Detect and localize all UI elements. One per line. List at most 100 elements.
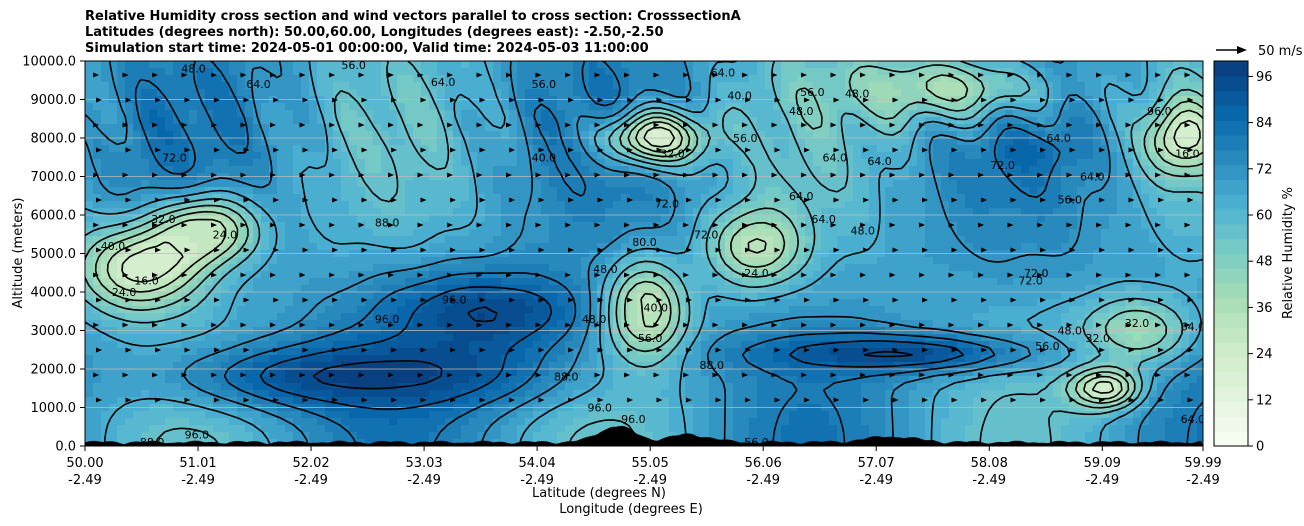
humidity-cell [269, 117, 278, 125]
humidity-cell [981, 82, 990, 90]
humidity-cell [277, 306, 286, 314]
humidity-cell [317, 187, 326, 195]
humidity-cell [589, 257, 598, 265]
humidity-cell [677, 257, 686, 265]
humidity-cell [189, 138, 198, 146]
humidity-cell [597, 180, 606, 188]
humidity-cell [613, 166, 622, 174]
humidity-cell [885, 75, 894, 83]
humidity-cell [1125, 187, 1134, 195]
humidity-cell [965, 75, 974, 83]
humidity-cell [965, 222, 974, 230]
humidity-cell [733, 131, 742, 139]
humidity-cell [1173, 278, 1182, 286]
humidity-cell [1029, 236, 1038, 244]
humidity-cell [941, 285, 950, 293]
humidity-cell [173, 222, 182, 230]
humidity-cell [381, 194, 390, 202]
humidity-cell [669, 264, 678, 272]
humidity-cell [781, 82, 790, 90]
humidity-cell [949, 299, 958, 307]
humidity-cell [1045, 215, 1054, 223]
humidity-cell [549, 201, 558, 209]
humidity-cell [165, 222, 174, 230]
humidity-cell [621, 236, 630, 244]
humidity-cell [445, 117, 454, 125]
humidity-cell [341, 299, 350, 307]
humidity-cell [237, 131, 246, 139]
humidity-cell [613, 271, 622, 279]
humidity-cell [437, 222, 446, 230]
humidity-cell [845, 131, 854, 139]
humidity-cell [301, 299, 310, 307]
humidity-cell [101, 61, 110, 69]
humidity-cell [173, 103, 182, 111]
humidity-cell [965, 271, 974, 279]
humidity-cell [1197, 201, 1203, 209]
humidity-cell [557, 292, 566, 300]
humidity-cell [661, 306, 670, 314]
humidity-cell [1069, 222, 1078, 230]
humidity-cell [981, 110, 990, 118]
humidity-cell [749, 138, 758, 146]
humidity-cell [885, 292, 894, 300]
humidity-cell [573, 187, 582, 195]
humidity-cell [277, 299, 286, 307]
humidity-cell [381, 61, 390, 69]
humidity-cell [1189, 292, 1198, 300]
humidity-cell [325, 187, 334, 195]
humidity-cell [989, 145, 998, 153]
humidity-cell [981, 159, 990, 167]
humidity-cell [117, 299, 126, 307]
humidity-cell [685, 194, 694, 202]
humidity-cell [141, 264, 150, 272]
humidity-cell [1069, 103, 1078, 111]
humidity-cell [245, 271, 254, 279]
humidity-cell [885, 159, 894, 167]
humidity-cell [549, 89, 558, 97]
humidity-cell [557, 264, 566, 272]
humidity-cell [781, 166, 790, 174]
humidity-cell [749, 271, 758, 279]
humidity-cell [397, 159, 406, 167]
humidity-cell [325, 166, 334, 174]
humidity-cell [157, 264, 166, 272]
humidity-cell [565, 306, 574, 314]
humidity-cell [237, 264, 246, 272]
humidity-cell [557, 306, 566, 314]
humidity-cell [605, 236, 614, 244]
humidity-cell [925, 117, 934, 125]
humidity-cell [765, 68, 774, 76]
humidity-cell [741, 299, 750, 307]
humidity-cell [749, 75, 758, 83]
humidity-cell [1109, 89, 1118, 97]
humidity-cell [517, 131, 526, 139]
humidity-cell [421, 75, 430, 83]
humidity-cell [117, 117, 126, 125]
humidity-cell [597, 278, 606, 286]
humidity-cell [1077, 68, 1086, 76]
humidity-cell [381, 166, 390, 174]
humidity-cell [1053, 152, 1062, 160]
humidity-cell [1005, 285, 1014, 293]
humidity-cell [1037, 257, 1046, 265]
humidity-cell [573, 131, 582, 139]
humidity-cell [1133, 180, 1142, 188]
humidity-cell [197, 285, 206, 293]
humidity-cell [605, 82, 614, 90]
humidity-cell [1093, 138, 1102, 146]
humidity-cell [373, 243, 382, 251]
humidity-cell [909, 243, 918, 251]
humidity-cell [1069, 131, 1078, 139]
humidity-cell [589, 208, 598, 216]
humidity-cell [725, 236, 734, 244]
humidity-cell [453, 215, 462, 223]
humidity-cell [445, 61, 454, 69]
humidity-cell [1093, 201, 1102, 209]
humidity-cell [1117, 68, 1126, 76]
humidity-cell [805, 278, 814, 286]
humidity-cell [653, 236, 662, 244]
humidity-cell [973, 271, 982, 279]
humidity-cell [1157, 215, 1166, 223]
humidity-cell [917, 89, 926, 97]
